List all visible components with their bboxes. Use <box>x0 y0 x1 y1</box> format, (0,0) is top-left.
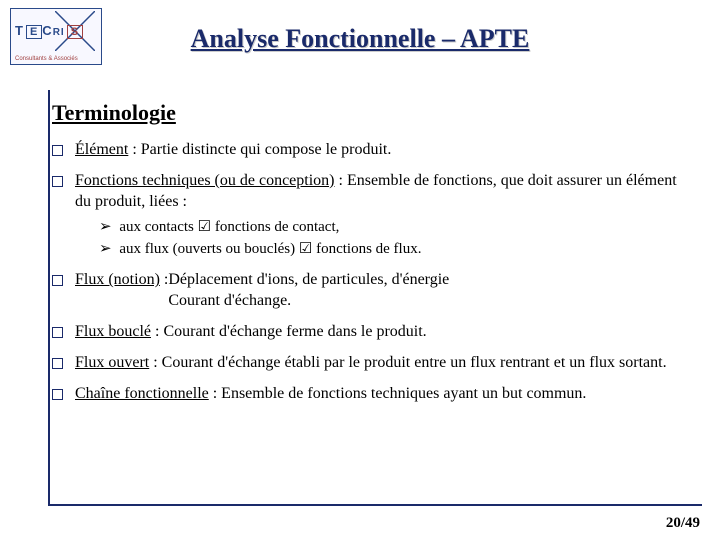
term-item: Flux ouvert : Courant d'échange établi p… <box>52 353 694 374</box>
term-label: Fonctions techniques (ou de conception) <box>75 172 335 189</box>
slide-title: Analyse Fonctionnelle – APTE <box>0 0 720 54</box>
square-bullet-icon <box>52 327 63 338</box>
term-item: Flux (notion) : Déplacement d'ions, de p… <box>52 270 694 312</box>
term-item: Flux bouclé : Courant d'échange ferme da… <box>52 322 694 343</box>
section-heading: Terminologie <box>52 100 694 126</box>
term-label: Flux (notion) <box>75 271 160 288</box>
term-item: Fonctions techniques (ou de conception) … <box>52 171 694 261</box>
term-label: Flux bouclé <box>75 323 151 340</box>
term-definition: : Courant d'échange ferme dans le produi… <box>151 323 427 340</box>
sub-lead: aux contacts <box>119 219 197 235</box>
arrow-icon: ➢ <box>99 219 112 235</box>
term-definition: : Courant d'échange établi par le produi… <box>149 354 666 371</box>
page-number: 20/49 <box>666 515 700 532</box>
logo-letters: TECRIS <box>15 23 83 39</box>
content-area: Terminologie Élément : Partie distincte … <box>52 100 694 404</box>
term-label: Flux ouvert <box>75 354 149 371</box>
term-lead: : <box>160 271 168 288</box>
square-bullet-icon <box>52 389 63 400</box>
sub-tail: fonctions de contact, <box>211 219 339 235</box>
square-bullet-icon <box>52 176 63 187</box>
checkbox-icon: ☑ <box>198 218 211 235</box>
term-item: Chaîne fonctionnelle : Ensemble de fonct… <box>52 384 694 405</box>
sub-tail: fonctions de flux. <box>312 241 421 257</box>
arrow-icon: ➢ <box>99 241 112 257</box>
term-item: Élément : Partie distincte qui compose l… <box>52 140 694 161</box>
checkbox-icon: ☑ <box>299 240 312 257</box>
square-bullet-icon <box>52 145 63 156</box>
flux-def-line1: Déplacement d'ions, de particules, d'éne… <box>168 271 449 288</box>
sub-item: ➢ aux contacts ☑ fonctions de contact, <box>99 216 694 238</box>
square-bullet-icon <box>52 275 63 286</box>
flux-def-line2: Courant d'échange. <box>168 292 291 309</box>
term-definition: : Ensemble de fonctions techniques ayant… <box>209 385 587 402</box>
logo-subtitle: Consultants & Associés <box>15 56 78 62</box>
sub-lead: aux flux (ouverts ou bouclés) <box>119 241 299 257</box>
square-bullet-icon <box>52 358 63 369</box>
sub-item: ➢ aux flux (ouverts ou bouclés) ☑ foncti… <box>99 238 694 260</box>
logo: TECRIS Consultants & Associés <box>10 8 102 65</box>
term-definition: : Partie distincte qui compose le produi… <box>128 141 391 158</box>
term-label: Élément <box>75 141 128 158</box>
term-label: Chaîne fonctionnelle <box>75 385 209 402</box>
sub-list: ➢ aux contacts ☑ fonctions de contact, ➢… <box>99 216 694 260</box>
